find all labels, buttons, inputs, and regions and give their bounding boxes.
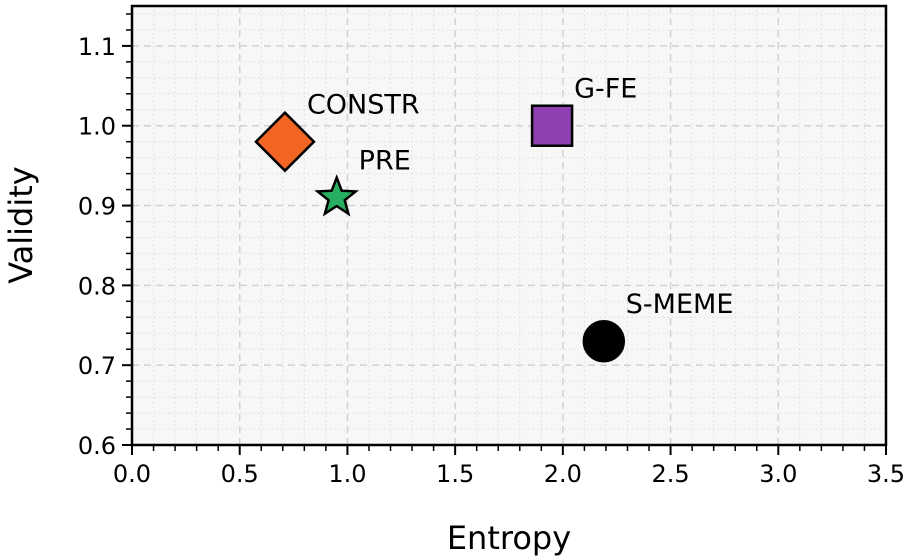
y-tick-label: 0.8	[78, 272, 116, 300]
y-axis-label: Validity	[2, 166, 40, 283]
point-pre-label: PRE	[359, 146, 411, 177]
x-axis-label: Entropy	[447, 519, 571, 557]
plot-area	[132, 6, 886, 445]
y-tick-label: 0.6	[78, 432, 116, 460]
x-tick-label: 0.5	[221, 460, 259, 488]
point-g-fe-label: G-FE	[574, 74, 637, 105]
y-tick-label: 1.0	[78, 113, 116, 141]
point-g-fe	[530, 104, 574, 147]
x-tick-label: 1.0	[328, 460, 366, 488]
y-tick-label: 0.7	[78, 352, 116, 380]
point-s-meme	[582, 319, 626, 363]
x-tick-label: 2.0	[544, 460, 582, 488]
data-points	[254, 104, 626, 363]
point-pre	[314, 174, 360, 217]
point-labels: CONSTR PRE G-FE S-MEME	[307, 74, 733, 321]
point-constr	[254, 110, 316, 173]
x-tick-label: 3.0	[759, 460, 797, 488]
tick-labels: 0.0 0.5 1.0 1.5 2.0 2.5 3.0 3.5 0.6 0.7 0.8 0.9 1.0 1…	[78, 33, 905, 488]
plot-frame	[130, 4, 888, 447]
point-s-meme-label: S-MEME	[626, 289, 734, 320]
x-tick-label: 0.0	[113, 460, 151, 488]
y-tick-label: 1.1	[78, 33, 116, 61]
y-tick-label: 0.9	[78, 193, 116, 221]
x-tick-label: 2.5	[651, 460, 689, 488]
point-constr-label: CONSTR	[307, 90, 420, 121]
x-tick-label: 1.5	[436, 460, 474, 488]
minor-grid	[132, 6, 886, 445]
x-tick-label: 3.5	[867, 460, 905, 488]
